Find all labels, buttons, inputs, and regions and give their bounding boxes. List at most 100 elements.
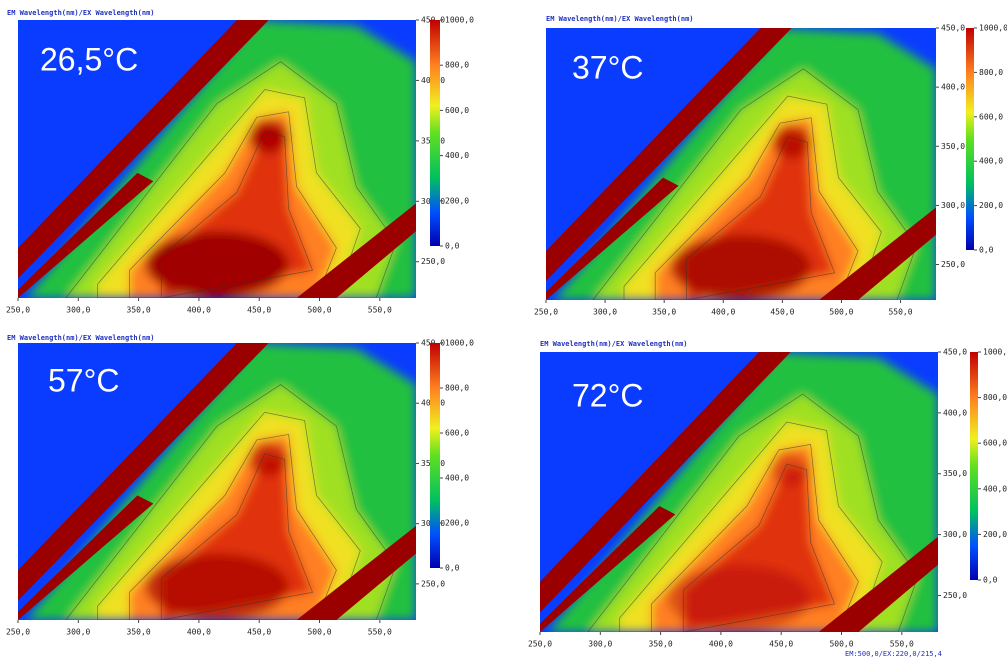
x-tick-label: 400,0: [187, 628, 211, 637]
scatter-band: [818, 536, 938, 632]
map-fill: [553, 28, 936, 300]
contour-line: [686, 136, 836, 300]
x-tick-label: 450,0: [770, 308, 794, 317]
y-tick-label: 350,0: [943, 469, 967, 478]
temperature-label: 72°C: [572, 377, 644, 413]
x-tick-label: 500,0: [829, 640, 853, 649]
colorbar-tick-label: 600,0: [445, 106, 469, 115]
scatter-band: [18, 495, 154, 620]
x-tick-label: 300,0: [588, 640, 612, 649]
x-tick-label: 350,0: [127, 306, 151, 315]
core-region: [772, 125, 812, 159]
x-tick-label: 500,0: [307, 628, 331, 637]
x-tick-label: 400,0: [187, 306, 211, 315]
colorbar-tick-label: 400,0: [445, 474, 469, 483]
map: [18, 20, 416, 298]
x-tick-label: 250,0: [6, 306, 30, 315]
y-tick-label: 250,0: [943, 591, 967, 600]
colorbar-tick-label: 800,0: [445, 384, 469, 393]
colorbar: [966, 28, 974, 250]
colorbar-tick-label: 200,0: [445, 519, 469, 528]
x-tick-label: 300,0: [66, 306, 90, 315]
x-tick-label: 550,0: [368, 306, 392, 315]
contour-line: [623, 95, 882, 300]
contour-line: [654, 117, 859, 300]
colorbar-tick-label: 200,0: [445, 196, 469, 205]
contour-line: [651, 443, 859, 632]
scatter-band: [546, 177, 679, 300]
x-tick-label: 400,0: [711, 308, 735, 317]
y-tick-label: 400,0: [941, 83, 965, 92]
contour-line: [587, 393, 919, 632]
chart-title: EM Wavelength(nm)/EX Wavelength(nm): [540, 340, 688, 348]
scatter-band: [296, 203, 416, 298]
colorbar-tick-label: 1000,0: [445, 16, 474, 25]
x-tick-label: 450,0: [247, 306, 271, 315]
map-fill: [25, 343, 416, 620]
y-tick-label: 300,0: [941, 201, 965, 210]
x-tick-label: 550,0: [888, 308, 912, 317]
temperature-label: 37°C: [572, 49, 644, 85]
contour-line: [65, 61, 397, 298]
x-tick-label: 300,0: [593, 308, 617, 317]
contour-line: [129, 111, 337, 298]
colorbar-tick-label: 1000,0: [983, 348, 1007, 357]
scatter-band: [18, 20, 269, 279]
colorbar-tick-label: 600,0: [445, 429, 469, 438]
colorbar-tick-label: 0,0: [979, 246, 994, 255]
colorbar-tick-label: 800,0: [983, 393, 1007, 402]
x-tick-label: 300,0: [66, 628, 90, 637]
colorbar-tick-label: 200,0: [983, 530, 1007, 539]
contour-line: [619, 421, 883, 632]
status-text: EM:500,0/EX:220,0/215,4: [845, 650, 942, 658]
core-region: [248, 442, 289, 476]
x-tick-label: 550,0: [368, 628, 392, 637]
scatter-band: [18, 343, 269, 601]
x-tick-label: 450,0: [247, 628, 271, 637]
map: [540, 352, 938, 632]
x-tick-label: 450,0: [769, 640, 793, 649]
scatter-band: [18, 172, 154, 298]
core-region: [248, 120, 289, 154]
colorbar: [970, 352, 978, 580]
x-tick-label: 500,0: [307, 306, 331, 315]
chart-title: EM Wavelength(nm)/EX Wavelength(nm): [7, 334, 155, 342]
x-tick-label: 350,0: [649, 640, 673, 649]
y-tick-label: 450,0: [943, 348, 967, 357]
colorbar: [430, 343, 440, 568]
chart-title: EM Wavelength(nm)/EX Wavelength(nm): [7, 9, 155, 17]
y-tick-label: 450,0: [941, 24, 965, 33]
x-tick-label: 250,0: [528, 640, 552, 649]
scatter-band: [546, 28, 792, 281]
colorbar-tick-label: 0,0: [983, 576, 998, 585]
colorbar-tick-label: 400,0: [983, 484, 1007, 493]
colorbar-tick-label: 0,0: [445, 242, 460, 251]
temperature-label: 26,5°C: [40, 41, 138, 77]
temperature-label: 57°C: [48, 362, 120, 398]
contour-line: [65, 384, 397, 620]
y-tick-label: 300,0: [943, 530, 967, 539]
colorbar-tick-label: 400,0: [445, 151, 469, 160]
contour-line: [160, 453, 314, 620]
chart-title: EM Wavelength(nm)/EX Wavelength(nm): [546, 15, 694, 23]
y-tick-label: 250,0: [941, 260, 965, 269]
contour-line: [160, 130, 314, 298]
scatter-band: [296, 525, 416, 620]
y-tick-label: 350,0: [941, 142, 965, 151]
map-fill: [547, 352, 938, 632]
core-region: [770, 452, 811, 487]
contour-line: [129, 434, 337, 620]
colorbar-tick-label: 0,0: [445, 564, 460, 573]
x-tick-label: 250,0: [534, 308, 558, 317]
x-tick-label: 400,0: [709, 640, 733, 649]
y-tick-label: 400,0: [943, 408, 967, 417]
x-tick-label: 250,0: [6, 628, 30, 637]
map: [546, 28, 936, 300]
y-tick-label: 250,0: [421, 257, 445, 266]
contour-line: [682, 463, 835, 632]
x-tick-label: 550,0: [890, 640, 914, 649]
colorbar-tick-label: 800,0: [979, 68, 1003, 77]
scatter-band: [540, 506, 676, 632]
colorbar-tick-label: 200,0: [979, 201, 1003, 210]
contour-line: [97, 411, 361, 620]
